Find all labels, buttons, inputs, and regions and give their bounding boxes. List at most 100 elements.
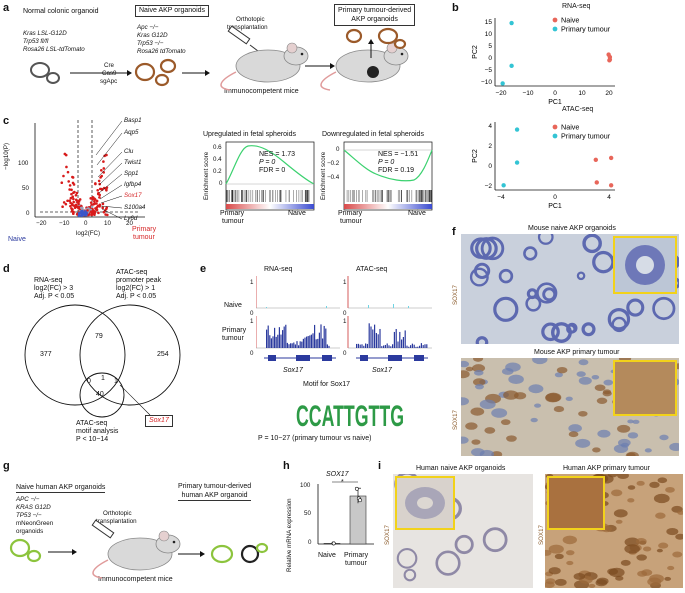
tissue-structure xyxy=(658,477,668,483)
track-peak xyxy=(405,330,406,348)
volcano-point xyxy=(76,201,79,204)
tissue-structure xyxy=(637,571,647,577)
volcano-point xyxy=(91,198,94,201)
track-peak xyxy=(282,330,283,348)
tissue-structure xyxy=(575,439,590,448)
organoid-structure xyxy=(628,300,643,315)
tissue-structure xyxy=(658,543,668,549)
track-peak xyxy=(368,305,369,308)
tissue-structure xyxy=(669,443,679,451)
pca-point xyxy=(515,160,519,164)
pca-ytick: 0 xyxy=(488,55,492,62)
gsea-down-p: P = 0 xyxy=(378,159,394,167)
track-peak xyxy=(271,338,272,348)
tissue-structure xyxy=(470,408,484,416)
organoid-structure xyxy=(484,529,506,551)
organoid-structure xyxy=(594,253,613,272)
tissue-structure xyxy=(636,554,647,560)
human-organoid-icon xyxy=(11,540,40,561)
venn-rna-title: RNA-seq xyxy=(34,277,62,285)
volcano-point xyxy=(98,194,101,197)
venn-count-rna-atac: 79 xyxy=(95,333,103,341)
tissue-structure xyxy=(664,577,671,581)
exon xyxy=(268,355,276,361)
tissue-structure xyxy=(621,560,631,566)
volcano-point xyxy=(65,166,68,169)
h-ylabel: Relative mRNA expression xyxy=(286,498,293,572)
exon xyxy=(322,355,332,361)
g-mouse-icon xyxy=(93,531,180,578)
tissue-structure xyxy=(626,452,639,456)
track-peak xyxy=(308,336,309,348)
tissue-structure xyxy=(589,584,596,588)
tissue-structure xyxy=(461,370,470,378)
tissue-structure xyxy=(628,432,638,438)
tissue-structure xyxy=(484,427,495,434)
tissue-structure xyxy=(506,435,517,441)
pca-point xyxy=(609,156,613,160)
volcano-point xyxy=(78,206,81,209)
pca-xlabel: PC1 xyxy=(548,99,562,106)
volcano-point xyxy=(97,212,100,215)
organoid-structure xyxy=(584,235,600,251)
volcano-point xyxy=(72,212,75,215)
organoid-structure xyxy=(583,324,594,335)
tissue-structure xyxy=(647,578,661,586)
track-peak xyxy=(396,329,397,348)
motif-logo-text: CCATTGTTG xyxy=(296,400,404,432)
volcano-point xyxy=(102,160,105,163)
pca-ytick: 0 xyxy=(488,163,492,170)
track-peak xyxy=(356,344,357,348)
tissue-structure xyxy=(480,399,496,409)
tissue-structure xyxy=(555,579,567,586)
volcano-point xyxy=(69,205,72,208)
track-peak xyxy=(414,345,415,348)
track-peak xyxy=(390,346,391,348)
pca-point xyxy=(500,81,504,85)
volcano-point xyxy=(91,205,94,208)
panel-label-h: h xyxy=(283,460,290,472)
volcano-point xyxy=(106,214,109,217)
tissue-structure xyxy=(616,520,623,524)
organoid-structure xyxy=(539,234,552,244)
track-row-naive: Naive xyxy=(224,302,242,310)
legend-swatch xyxy=(553,18,558,23)
volcano-xlabel: log2(FC) xyxy=(76,230,100,237)
track-peak xyxy=(387,343,388,348)
pca-ytick: 2 xyxy=(488,143,492,150)
track-peak xyxy=(410,345,411,348)
legend-label: Naive xyxy=(561,123,579,132)
pca-ytick: 15 xyxy=(485,19,493,26)
track-peak xyxy=(408,347,409,348)
volcano-point xyxy=(101,207,104,210)
volcano-point xyxy=(75,198,78,201)
track-peak xyxy=(415,347,416,348)
tissue-structure xyxy=(555,554,564,559)
organoid-structure xyxy=(654,298,674,318)
track-peak xyxy=(280,335,281,348)
track-peak xyxy=(392,344,393,348)
tissue-structure xyxy=(569,431,579,437)
gsea-up-rankbar xyxy=(226,204,314,209)
volcano-point xyxy=(80,207,83,210)
gsea-down-primary-1: Primary xyxy=(338,210,362,218)
volcano-point xyxy=(102,167,105,170)
volcano-point xyxy=(71,203,74,206)
motif-title: Motif for Sox17 xyxy=(303,381,350,389)
volcano-point xyxy=(100,169,103,172)
tissue-structure xyxy=(659,435,668,441)
inset-human-tumour xyxy=(547,476,605,530)
organoid-structure xyxy=(578,273,584,279)
panel-a-schematic xyxy=(0,0,450,110)
legend-label: Primary tumour xyxy=(561,132,611,141)
micrograph-mouse-naive xyxy=(461,234,679,344)
panel-label-i: i xyxy=(378,460,381,472)
track-peak xyxy=(316,339,317,348)
track-peak xyxy=(403,337,404,348)
track-peak xyxy=(268,326,269,348)
venn-atac-title: ATAC-seq xyxy=(116,269,147,277)
track-peak xyxy=(320,324,321,348)
track-peak xyxy=(406,346,407,348)
track-peak xyxy=(372,329,373,348)
gsea-up-hits xyxy=(226,190,309,202)
